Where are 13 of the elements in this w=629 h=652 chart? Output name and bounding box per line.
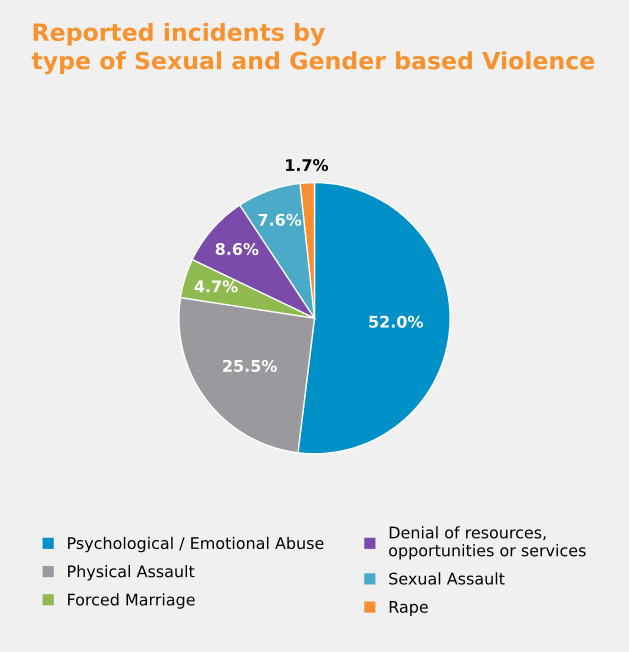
legend-label: Sexual Assault (389, 572, 505, 585)
data-label: 8.6% (216, 242, 258, 256)
legend-label: Forced Marriage (68, 593, 195, 609)
data-label: 4.7% (194, 280, 238, 292)
data-label: 25.5% (223, 360, 277, 372)
data-label: 1.7% (286, 159, 328, 172)
legend-label: Psychological / Emotional Abuse (68, 536, 324, 552)
data-label: 52.0% (369, 316, 423, 328)
legend-label: Denial of resources, opportunities or services (389, 526, 586, 560)
legend-label: Rape (390, 601, 428, 616)
legend-label: Physical Assault (68, 565, 194, 580)
data-label: 7.6% (258, 214, 302, 226)
chart-title: Reported incidents by type of Sexual and Gender based Violence (32, 22, 594, 74)
